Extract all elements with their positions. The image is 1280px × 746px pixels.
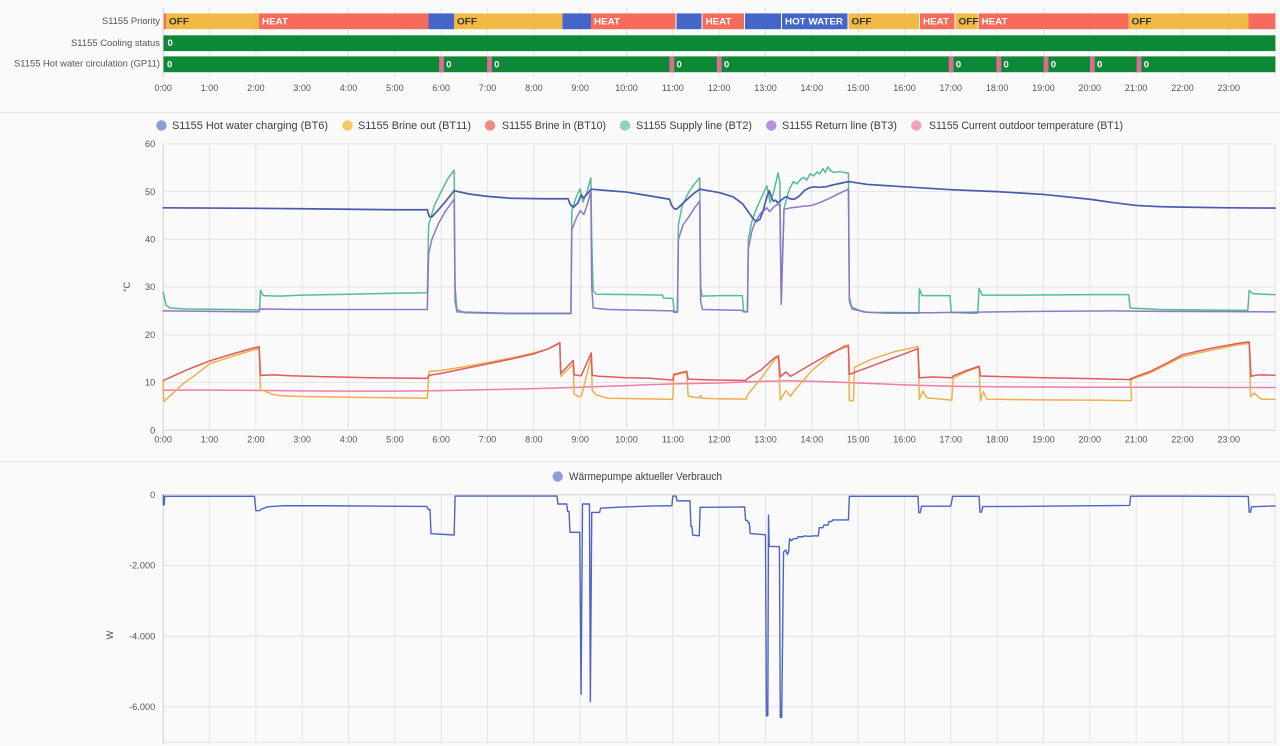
svg-text:OFF: OFF: [169, 17, 189, 28]
svg-text:4:00: 4:00: [340, 435, 358, 445]
svg-text:20: 20: [145, 330, 155, 340]
svg-text:13:00: 13:00: [754, 435, 777, 445]
svg-text:S1155 Cooling status: S1155 Cooling status: [71, 38, 160, 48]
svg-text:0: 0: [150, 490, 155, 500]
svg-text:11:00: 11:00: [662, 83, 684, 93]
svg-text:7:00: 7:00: [479, 83, 497, 93]
svg-text:10: 10: [145, 378, 155, 388]
svg-text:0: 0: [1144, 60, 1149, 71]
svg-text:1:00: 1:00: [201, 83, 219, 93]
svg-text:0:00: 0:00: [154, 83, 172, 93]
svg-text:9:00: 9:00: [571, 83, 589, 93]
svg-text:19:00: 19:00: [1032, 83, 1055, 93]
svg-text:0: 0: [446, 60, 451, 71]
svg-text:16:00: 16:00: [893, 435, 916, 445]
svg-text:21:00: 21:00: [1125, 435, 1148, 445]
svg-text:0: 0: [1097, 60, 1102, 71]
svg-text:HEAT: HEAT: [706, 17, 732, 28]
svg-text:23:00: 23:00: [1218, 435, 1241, 445]
svg-text:14:00: 14:00: [801, 435, 824, 445]
svg-text:0: 0: [150, 425, 155, 435]
svg-text:8:00: 8:00: [525, 435, 543, 445]
svg-text:0: 0: [677, 60, 682, 71]
svg-text:0: 0: [1051, 60, 1056, 71]
svg-text:-6.000: -6.000: [129, 702, 155, 712]
svg-text:22:00: 22:00: [1171, 83, 1194, 93]
svg-text:S1155 Supply line (BT2): S1155 Supply line (BT2): [636, 120, 752, 132]
svg-text:OFF: OFF: [1132, 17, 1152, 28]
svg-text:°C: °C: [122, 281, 132, 292]
svg-text:23:00: 23:00: [1218, 83, 1241, 93]
svg-text:30: 30: [145, 282, 155, 292]
svg-text:3:00: 3:00: [293, 83, 311, 93]
svg-text:HEAT: HEAT: [923, 17, 949, 28]
svg-text:0: 0: [1004, 60, 1009, 71]
svg-text:0: 0: [494, 60, 499, 71]
svg-text:OFF: OFF: [852, 17, 872, 28]
svg-text:HOT WATER: HOT WATER: [785, 17, 843, 28]
svg-text:6:00: 6:00: [432, 83, 450, 93]
svg-text:17:00: 17:00: [940, 83, 963, 93]
svg-text:60: 60: [145, 139, 155, 149]
svg-text:20:00: 20:00: [1079, 83, 1102, 93]
svg-text:HEAT: HEAT: [594, 17, 620, 28]
svg-text:5:00: 5:00: [386, 435, 404, 445]
svg-text:15:00: 15:00: [847, 435, 870, 445]
svg-text:4:00: 4:00: [340, 83, 358, 93]
svg-text:5:00: 5:00: [386, 83, 404, 93]
svg-text:S1155 Brine in (BT10): S1155 Brine in (BT10): [502, 120, 606, 132]
svg-text:7:00: 7:00: [479, 435, 497, 445]
svg-text:18:00: 18:00: [986, 435, 1009, 445]
svg-text:13:00: 13:00: [754, 83, 777, 93]
svg-text:50: 50: [145, 187, 155, 197]
svg-text:-2.000: -2.000: [129, 561, 155, 571]
svg-text:2:00: 2:00: [247, 83, 265, 93]
svg-text:0: 0: [724, 60, 729, 71]
svg-text:W: W: [105, 630, 115, 639]
svg-text:0: 0: [956, 60, 961, 71]
svg-text:S1155 Hot water circulation (G: S1155 Hot water circulation (GP11): [14, 58, 160, 68]
svg-text:0:00: 0:00: [154, 435, 172, 445]
svg-text:S1155 Priority: S1155 Priority: [102, 16, 160, 26]
svg-text:S1155 Hot water charging (BT6): S1155 Hot water charging (BT6): [172, 120, 328, 132]
svg-text:0: 0: [168, 38, 173, 49]
svg-text:S1155 Return line (BT3): S1155 Return line (BT3): [782, 120, 897, 132]
svg-text:1:00: 1:00: [201, 435, 219, 445]
svg-text:9:00: 9:00: [571, 435, 589, 445]
svg-text:16:00: 16:00: [893, 83, 916, 93]
svg-text:20:00: 20:00: [1079, 435, 1102, 445]
svg-text:15:00: 15:00: [847, 83, 870, 93]
svg-text:17:00: 17:00: [940, 435, 963, 445]
svg-text:8:00: 8:00: [525, 83, 543, 93]
svg-text:S1155 Brine out (BT11): S1155 Brine out (BT11): [358, 120, 471, 132]
svg-text:Wärmepumpe aktueller Verbrauch: Wärmepumpe aktueller Verbrauch: [569, 471, 722, 483]
svg-text:18:00: 18:00: [986, 83, 1009, 93]
svg-text:10:00: 10:00: [615, 435, 638, 445]
svg-text:12:00: 12:00: [708, 83, 731, 93]
svg-text:OFF: OFF: [959, 17, 979, 28]
svg-text:10:00: 10:00: [615, 83, 638, 93]
svg-text:S1155 Current outdoor temperat: S1155 Current outdoor temperature (BT1): [929, 120, 1123, 132]
svg-text:HEAT: HEAT: [262, 17, 288, 28]
svg-text:-4.000: -4.000: [129, 631, 155, 641]
svg-text:3:00: 3:00: [293, 435, 311, 445]
svg-text:HEAT: HEAT: [982, 17, 1008, 28]
svg-text:OFF: OFF: [457, 17, 477, 28]
svg-text:14:00: 14:00: [801, 83, 824, 93]
svg-text:19:00: 19:00: [1032, 435, 1055, 445]
svg-text:40: 40: [145, 235, 155, 245]
svg-text:2:00: 2:00: [247, 435, 265, 445]
svg-text:22:00: 22:00: [1171, 435, 1194, 445]
svg-text:11:00: 11:00: [662, 435, 684, 445]
svg-text:0: 0: [167, 60, 172, 71]
svg-text:21:00: 21:00: [1125, 83, 1148, 93]
svg-text:12:00: 12:00: [708, 435, 731, 445]
svg-text:6:00: 6:00: [432, 435, 450, 445]
